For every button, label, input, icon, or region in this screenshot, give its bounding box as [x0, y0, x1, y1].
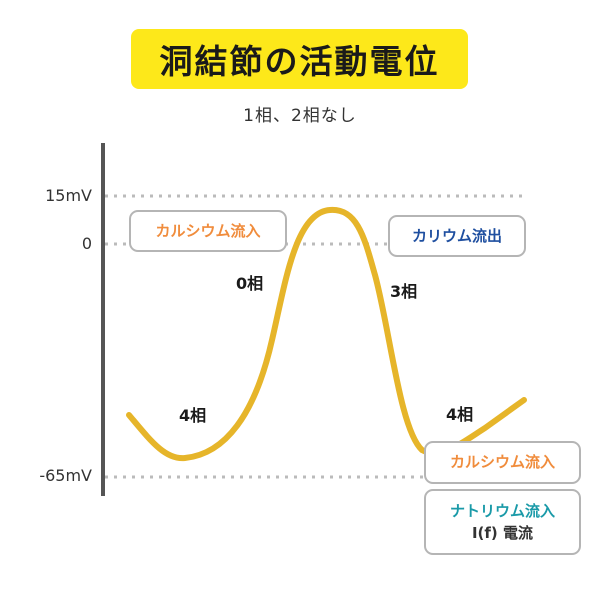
phase-label-3: 3相: [390, 282, 418, 301]
y-label-15mv: 15mV: [45, 186, 92, 205]
sodium-influx-box: ナトリウム流入 I(f) 電流: [424, 489, 581, 555]
y-label-0: 0: [81, 234, 92, 253]
action-potential-curve: [126, 206, 527, 462]
calcium-influx-box-bottom: カルシウム流入: [424, 441, 581, 484]
calcium-influx-box-top: カルシウム流入: [129, 210, 287, 252]
if-current-label: I(f) 電流: [471, 524, 534, 542]
title-badge: 洞結節の活動電位: [131, 29, 468, 89]
potassium-efflux-label: カリウム流出: [411, 226, 502, 245]
y-label-minus-65mv: -65mV: [39, 466, 92, 485]
phase-label-4-left: 4相: [179, 406, 207, 425]
phase-label-0: 0相: [236, 274, 264, 293]
potassium-efflux-box: カリウム流出: [388, 215, 526, 257]
phase-label-4-right: 4相: [446, 405, 474, 424]
calcium-influx-label: カルシウム流入: [155, 221, 261, 240]
subtitle: 1相、2相なし: [243, 106, 357, 126]
page-title: 洞結節の活動電位: [159, 42, 440, 81]
calcium-influx-label: カルシウム流入: [449, 453, 555, 472]
sodium-influx-label: ナトリウム流入: [449, 501, 555, 520]
